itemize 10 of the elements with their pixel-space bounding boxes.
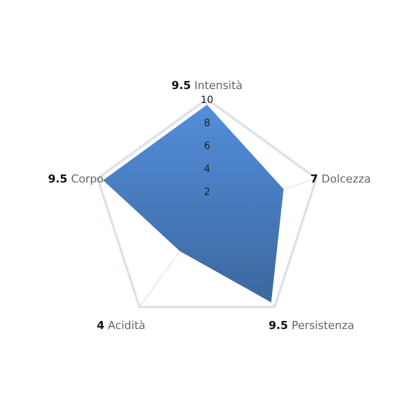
y-tick-label: 10 — [200, 95, 214, 106]
y-tick-label: 2 — [204, 187, 210, 198]
y-tick-label: 8 — [204, 118, 210, 129]
spoke-label: 7 Dolcezza — [310, 172, 371, 186]
spoke-label: 4 Acidità — [96, 319, 146, 332]
spoke-label: 9.5 Corpo — [48, 172, 104, 186]
y-tick-label: 4 — [204, 164, 210, 175]
spoke-label: 9.5 Intensità — [171, 79, 243, 92]
y-tick-label: 6 — [204, 141, 210, 152]
spoke-label: 9.5 Persistenza — [268, 319, 354, 332]
